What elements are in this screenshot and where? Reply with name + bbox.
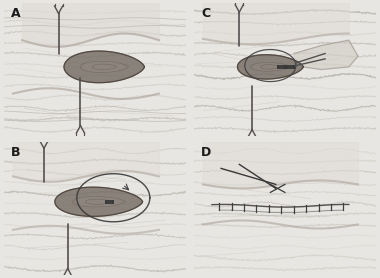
Text: D: D bbox=[201, 146, 211, 159]
Polygon shape bbox=[55, 187, 142, 216]
Polygon shape bbox=[64, 51, 144, 83]
Polygon shape bbox=[77, 196, 120, 208]
Polygon shape bbox=[238, 55, 303, 79]
Polygon shape bbox=[294, 40, 358, 70]
Text: C: C bbox=[201, 7, 210, 20]
Text: B: B bbox=[11, 146, 21, 159]
Text: A: A bbox=[11, 7, 21, 20]
Polygon shape bbox=[254, 62, 287, 72]
Polygon shape bbox=[84, 61, 124, 73]
